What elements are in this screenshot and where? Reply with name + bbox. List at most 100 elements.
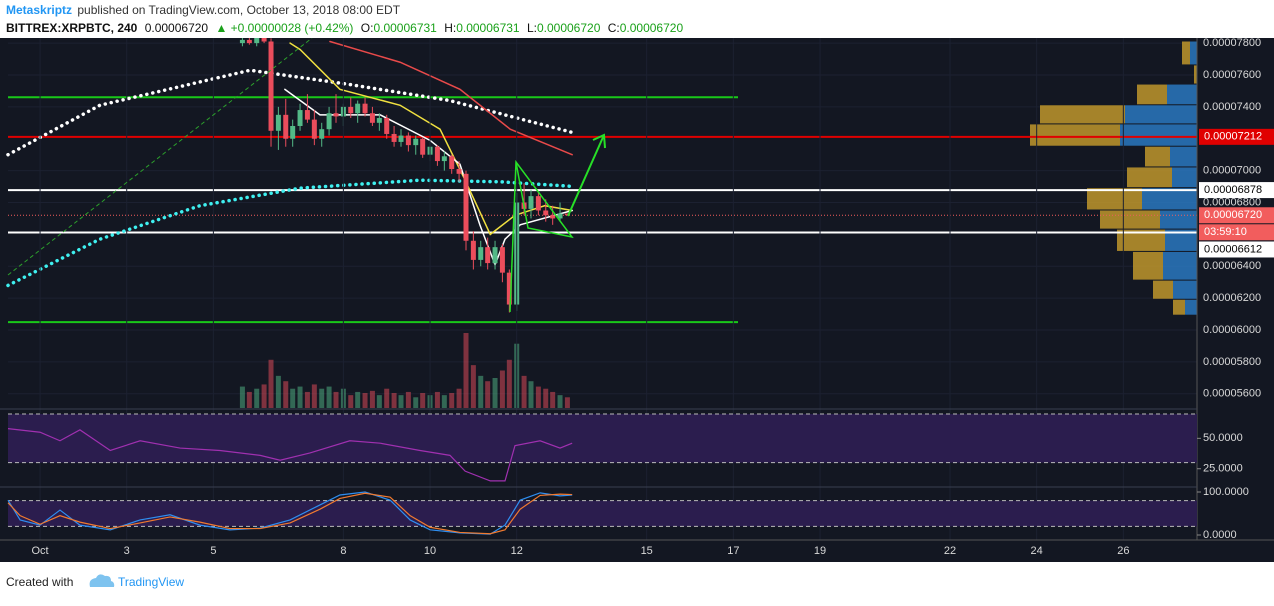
x-tick-label: 8 bbox=[340, 545, 346, 557]
candle-body bbox=[254, 38, 260, 44]
header-bg bbox=[0, 0, 1274, 38]
volume-bar bbox=[413, 397, 419, 408]
volume-bar bbox=[355, 391, 361, 408]
profile-up bbox=[1173, 280, 1197, 299]
volume-bar bbox=[456, 388, 462, 408]
author[interactable]: Metaskriptz bbox=[6, 3, 72, 17]
arrow bbox=[567, 134, 605, 217]
profile-down bbox=[1145, 146, 1170, 167]
candle-body bbox=[304, 110, 310, 120]
candle-body bbox=[543, 210, 549, 216]
profile-up bbox=[1125, 105, 1197, 124]
x-tick-label: Oct bbox=[32, 545, 49, 557]
candle-body bbox=[348, 106, 354, 114]
volume-bar bbox=[254, 388, 260, 408]
profile-down bbox=[1100, 210, 1160, 229]
x-tick-label: 10 bbox=[424, 545, 436, 557]
profile-up bbox=[1172, 167, 1197, 188]
last-price: 0.00006720 bbox=[145, 21, 209, 35]
candle-body bbox=[319, 129, 325, 139]
rsi-tick-label: 50.0000 bbox=[1203, 432, 1243, 444]
open-value: 0.00006731 bbox=[373, 21, 437, 35]
volume-bar bbox=[557, 395, 563, 408]
candle-body bbox=[398, 135, 404, 142]
candle-body bbox=[413, 138, 419, 146]
volume-bar bbox=[485, 381, 491, 408]
volume-bar bbox=[463, 333, 469, 408]
profile-up bbox=[1170, 146, 1197, 167]
profile-up bbox=[1165, 229, 1197, 251]
profile-down bbox=[1133, 251, 1163, 280]
x-tick-label: 12 bbox=[511, 545, 523, 557]
volume-bar bbox=[304, 391, 310, 408]
volume-bar bbox=[311, 384, 317, 408]
volume-bar bbox=[333, 391, 339, 408]
y-tick-label: 0.00007000 bbox=[1203, 165, 1261, 177]
stoch-tick-label: 0.0000 bbox=[1203, 529, 1237, 541]
profile-up bbox=[1160, 210, 1197, 229]
low-value: 0.00006720 bbox=[537, 21, 601, 35]
x-tick-label: 5 bbox=[210, 545, 216, 557]
stoch-band bbox=[8, 500, 1197, 527]
profile-up bbox=[1120, 124, 1197, 146]
volume-bar bbox=[550, 391, 556, 408]
profile-down bbox=[1127, 167, 1172, 188]
profile-down bbox=[1087, 188, 1142, 210]
profile-up bbox=[1190, 41, 1197, 65]
volume-bar bbox=[470, 365, 476, 408]
close-label: C: bbox=[608, 21, 620, 35]
volume-bar bbox=[283, 381, 289, 408]
candle-body bbox=[326, 113, 332, 130]
indicator-line bbox=[6, 178, 577, 288]
candle-body bbox=[275, 114, 281, 131]
price-tag: 0.00006612 bbox=[1204, 243, 1262, 255]
y-tick-label: 0.00005600 bbox=[1203, 388, 1261, 400]
candle-body bbox=[261, 38, 267, 42]
price-tag-bg bbox=[1199, 128, 1274, 145]
countdown: 03:59:10 bbox=[1204, 226, 1247, 238]
volume-bar bbox=[441, 395, 447, 408]
volume-bar bbox=[297, 386, 303, 408]
volume-bar bbox=[528, 381, 534, 408]
symbol-name: BITTREX:XRPBTC, 240 bbox=[6, 21, 138, 35]
y-tick-label: 0.00007400 bbox=[1203, 101, 1261, 113]
brand[interactable]: TradingView bbox=[118, 575, 184, 589]
x-tick-label: 24 bbox=[1031, 545, 1043, 557]
volume-bar bbox=[369, 390, 375, 408]
candle-body bbox=[420, 138, 426, 155]
y-tick-label: 0.00006000 bbox=[1203, 324, 1261, 336]
candle-body bbox=[535, 196, 541, 211]
x-tick-label: 17 bbox=[727, 545, 739, 557]
profile-down bbox=[1182, 41, 1190, 65]
volume-bar bbox=[564, 397, 570, 408]
volume-bar bbox=[405, 391, 411, 408]
volume-bar bbox=[535, 386, 541, 408]
candle-body bbox=[506, 272, 512, 305]
volume-bar bbox=[434, 391, 440, 408]
candle-body bbox=[384, 118, 390, 134]
logo bbox=[89, 574, 115, 587]
x-tick-label: 3 bbox=[124, 545, 130, 557]
x-tick-label: 22 bbox=[944, 545, 956, 557]
rsi-line bbox=[7, 428, 573, 482]
indicator-line bbox=[329, 40, 573, 156]
candle-body bbox=[283, 114, 289, 139]
volume-bar bbox=[521, 375, 527, 408]
high-value: 0.00006731 bbox=[456, 21, 520, 35]
arrow-head bbox=[592, 133, 606, 149]
price-tag: 0.00006878 bbox=[1204, 184, 1262, 196]
y-tick-label: 0.00005800 bbox=[1203, 356, 1261, 368]
price-tag-bg bbox=[1199, 182, 1274, 199]
created-with: Created with bbox=[6, 575, 73, 589]
candle-body bbox=[492, 247, 498, 264]
change: ▲ +0.00000028 (+0.42%) bbox=[215, 21, 353, 35]
y-tick-label: 0.00006800 bbox=[1203, 196, 1261, 208]
candle-body bbox=[239, 39, 245, 44]
candle-body bbox=[246, 39, 252, 44]
x-tick-label: 19 bbox=[814, 545, 826, 557]
x-tick-label: 15 bbox=[641, 545, 653, 557]
volume-bar bbox=[506, 359, 512, 408]
candle-body bbox=[376, 118, 382, 123]
y-tick-label: 0.00006200 bbox=[1203, 292, 1261, 304]
volume-bar bbox=[420, 393, 426, 408]
